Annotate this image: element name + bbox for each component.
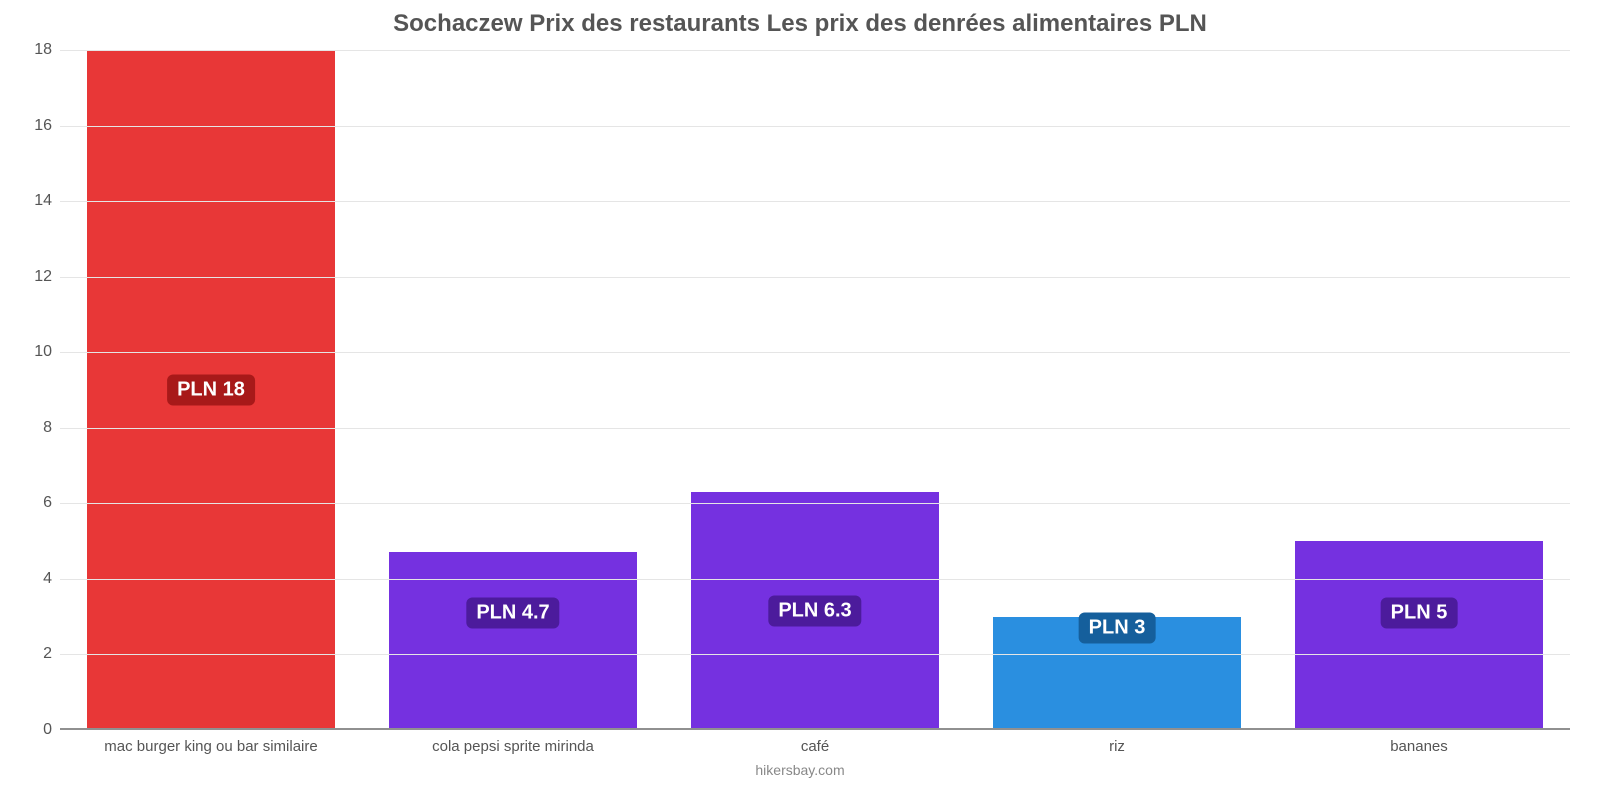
price-bar-chart: Sochaczew Prix des restaurants Les prix … [0, 0, 1600, 800]
y-tick-label: 18 [34, 41, 52, 59]
y-tick-label: 2 [43, 645, 52, 663]
y-tick-label: 0 [43, 721, 52, 739]
plot-area: PLN 18PLN 4.7PLN 6.3PLN 3PLN 5 024681012… [60, 50, 1570, 730]
gridline [60, 277, 1570, 278]
bar-value-badge: PLN 18 [167, 375, 255, 406]
gridline [60, 126, 1570, 127]
gridline [60, 50, 1570, 51]
chart-title: Sochaczew Prix des restaurants Les prix … [0, 10, 1600, 38]
bars-layer: PLN 18 PLN 4.7 PLN 6.3 PLN 3 PLN 5 [60, 50, 1570, 730]
y-tick-label: 10 [34, 343, 52, 361]
gridline [60, 503, 1570, 504]
bar-value-badge: PLN 3 [1079, 613, 1156, 644]
bar-value-badge: PLN 4.7 [466, 597, 559, 628]
y-tick-label: 6 [43, 494, 52, 512]
x-tick-label: riz [1109, 738, 1125, 755]
gridline [60, 201, 1570, 202]
x-tick-label: mac burger king ou bar similaire [104, 738, 317, 755]
y-tick-label: 12 [34, 268, 52, 286]
y-tick-label: 8 [43, 419, 52, 437]
x-tick-label: cola pepsi sprite mirinda [432, 738, 594, 755]
bar [1295, 541, 1543, 730]
x-tick-label: bananes [1390, 738, 1448, 755]
gridline [60, 654, 1570, 655]
gridline [60, 352, 1570, 353]
x-axis-baseline [60, 728, 1570, 730]
source-label: hikersbay.com [0, 762, 1600, 778]
y-tick-label: 16 [34, 117, 52, 135]
bar-value-badge: PLN 5 [1381, 597, 1458, 628]
y-tick-label: 14 [34, 192, 52, 210]
gridline [60, 579, 1570, 580]
y-tick-label: 4 [43, 570, 52, 588]
gridline [60, 428, 1570, 429]
bar-value-badge: PLN 6.3 [768, 596, 861, 627]
x-tick-label: café [801, 738, 829, 755]
